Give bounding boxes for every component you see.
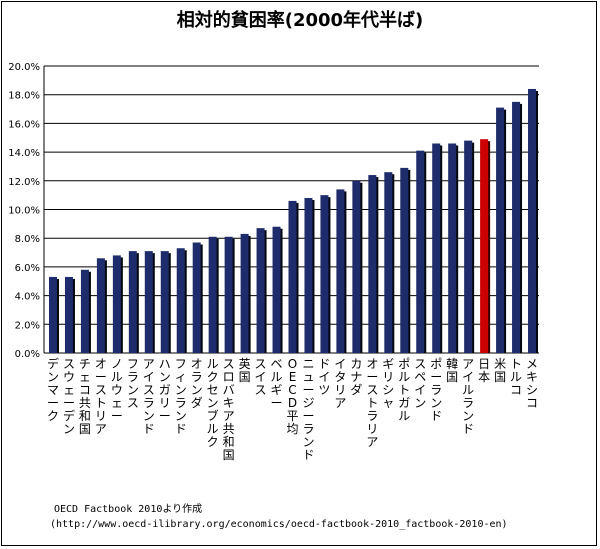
category-label: アイルランド: [462, 357, 474, 436]
bar: [336, 189, 345, 353]
bar: [368, 175, 377, 353]
category-label: ベルギー: [271, 357, 283, 410]
bar: [288, 200, 297, 353]
category-label: デンマーク: [47, 356, 59, 423]
category-label: ドイツ: [318, 357, 330, 397]
bar: [272, 226, 281, 353]
bar: [192, 242, 201, 353]
y-tick-label: 0.0%: [15, 349, 40, 360]
category-label: ルクセンブルク: [207, 357, 219, 449]
category-label: O E C D 平均: [286, 357, 298, 436]
y-tick-label: 14.0%: [8, 148, 40, 159]
category-label: オーストリア: [95, 357, 107, 436]
bar: [432, 143, 441, 353]
bar: [320, 195, 329, 353]
y-tick-label: 8.0%: [15, 234, 40, 245]
category-label: スロバキア共和国: [223, 357, 235, 462]
bar: [400, 167, 409, 353]
bar: [496, 107, 505, 354]
bar: [96, 258, 105, 353]
category-label: ニュージーランド: [302, 357, 314, 462]
bar: [464, 140, 473, 353]
bar: [80, 269, 89, 353]
category-label: 米国: [494, 357, 506, 384]
bar: [352, 180, 361, 353]
category-label: スウェーデン: [63, 357, 75, 436]
category-label: フランス: [127, 357, 139, 410]
category-label: 英国: [239, 357, 251, 384]
category-label: 日本: [478, 357, 490, 384]
y-tick-label: 20.0%: [8, 62, 40, 73]
bar: [224, 236, 233, 353]
bar: [256, 228, 265, 353]
category-label: ノルウェー: [111, 357, 123, 423]
bar: [208, 236, 217, 353]
bar: [480, 139, 489, 353]
y-tick-label: 12.0%: [8, 177, 40, 188]
y-tick-label: 2.0%: [15, 320, 40, 331]
bar: [144, 251, 153, 353]
category-label: スイス: [255, 357, 267, 397]
category-label: ギリシャ: [382, 357, 394, 410]
y-tick-label: 16.0%: [8, 119, 40, 130]
source-note: OECD Factbook 2010より作成: [54, 504, 203, 515]
bar: [128, 251, 137, 353]
category-label: ポーランド: [430, 357, 442, 423]
bar: [64, 276, 73, 353]
bar: [48, 276, 57, 353]
bar: [528, 88, 537, 354]
category-label: スペイン: [414, 357, 426, 410]
bar: [512, 101, 521, 353]
y-tick-label: 6.0%: [15, 263, 40, 274]
bar: [240, 233, 249, 353]
bar: [448, 143, 457, 353]
bar: [176, 248, 185, 353]
chart-title: 相対的貧困率(2000年代半ば): [176, 10, 424, 31]
bar: [304, 198, 313, 353]
category-label: ハンガリー: [159, 357, 171, 423]
bar: [112, 255, 121, 353]
category-label: フィンランド: [175, 357, 187, 436]
source-url: (http://www.oecd-ilibrary.org/economics/…: [50, 519, 508, 530]
category-label: オランダ: [191, 357, 203, 410]
category-label: ポルトガル: [398, 357, 410, 423]
y-tick-label: 18.0%: [8, 91, 40, 102]
category-label: カナダ: [350, 357, 362, 397]
category-label: オーストラリア: [366, 357, 378, 449]
y-tick-label: 10.0%: [8, 206, 40, 217]
category-label: 韓国: [446, 357, 458, 384]
bar: [384, 172, 393, 353]
y-tick-label: 4.0%: [15, 292, 40, 303]
category-label: メキシコ: [526, 357, 538, 410]
category-label: イタリア: [334, 357, 346, 410]
bar: [160, 251, 169, 353]
category-label: チェコ共和国: [79, 357, 91, 436]
bar: [416, 150, 425, 353]
category-label: アイスランド: [143, 357, 155, 436]
category-label: トルコ: [510, 357, 522, 397]
